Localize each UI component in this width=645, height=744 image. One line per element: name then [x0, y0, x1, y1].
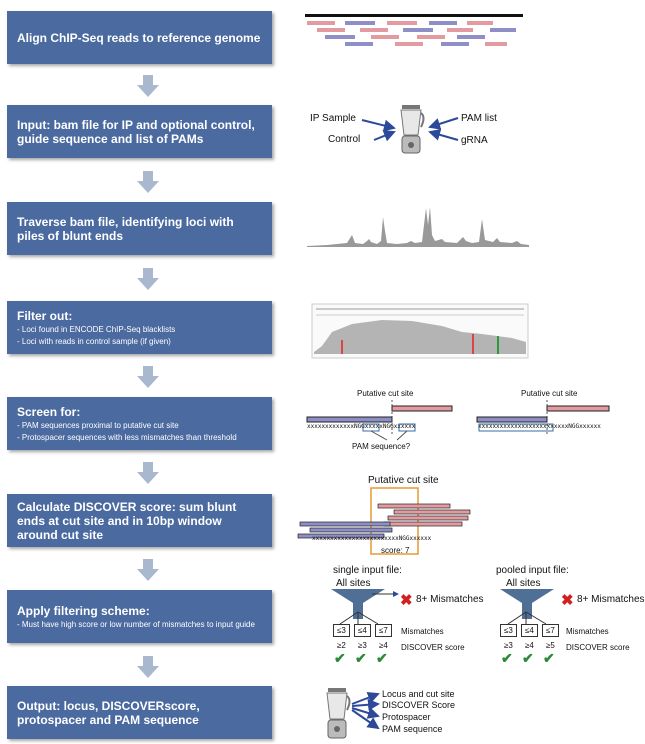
sequence-text: xxxxxxxxxxxxxNGGxxxxxNGGxxxxxx [307, 423, 416, 430]
mismatches-label: Mismatches [566, 627, 609, 636]
output-item: Protospacer [382, 712, 431, 722]
check-icon: ✔ [334, 650, 346, 666]
mismatch-box: ≤3 [500, 624, 517, 637]
step-align: Align ChIP-Seq reads to reference genome [7, 11, 272, 64]
sequence-text: xxxxxxxxxxxxxxxxxxxxxxxxNGGxxxxxx [312, 535, 432, 542]
output-arrows [351, 691, 380, 730]
down-arrow-icon [137, 656, 159, 678]
score-threshold: ≥2 [337, 641, 346, 650]
input-arrows [361, 117, 459, 142]
pooled-input-title: pooled input file: [496, 565, 569, 576]
blender-icon [326, 688, 351, 739]
step-output: Output: locus, DISCOVERscore, protospace… [7, 686, 272, 739]
score-threshold: ≥4 [525, 641, 534, 650]
step-sub-item: - Loci with reads in control sample (if … [17, 336, 171, 346]
step-screen: Screen for: - PAM sequences proximal to … [7, 397, 272, 450]
output-item: DISCOVER Score [382, 700, 456, 710]
pam-sequence-question: PAM sequence? [352, 442, 411, 451]
pam-screen-illustration [306, 400, 610, 441]
control-label: Control [328, 134, 361, 145]
putative-cut-site-label: Putative cut site [368, 475, 439, 486]
down-arrow-icon [137, 462, 159, 484]
step-calculate-score: Calculate DISCOVER score: sum blunt ends… [7, 494, 272, 547]
down-arrow-icon [137, 559, 159, 581]
score-threshold: ≥5 [546, 641, 555, 650]
mismatch-box: ≤4 [521, 624, 538, 637]
step-sub-item: - PAM sequences proximal to putative cut… [17, 420, 179, 430]
step-title: Filter out: [17, 308, 73, 323]
blacklist-track-illustration [311, 303, 529, 359]
step-apply-filtering: Apply filtering scheme: - Must have high… [7, 590, 272, 643]
blender-icon [400, 105, 425, 154]
down-arrow-icon [137, 75, 159, 97]
cross-icon: ✖ [400, 592, 413, 609]
mismatch-box: ≤3 [333, 624, 350, 637]
aligned-reads-illustration [305, 14, 523, 46]
step-title: Apply filtering scheme: [17, 603, 150, 618]
mismatch-box: ≤4 [354, 624, 371, 637]
branch-arrows [507, 611, 547, 625]
grna-label: gRNA [461, 135, 488, 146]
output-item: Locus and cut site [382, 689, 455, 699]
ip-sample-label: IP Sample [310, 113, 356, 124]
step-title: Input: bam file for IP and optional cont… [17, 117, 255, 146]
check-icon: ✔ [376, 650, 388, 666]
score-window-illustration [297, 487, 471, 555]
check-icon: ✔ [355, 650, 367, 666]
blunt-end-peaks-illustration [307, 207, 529, 247]
down-arrow-icon [137, 268, 159, 290]
mismatches-label: Mismatches [401, 627, 444, 636]
cross-icon: ✖ [561, 592, 574, 609]
step-title: Output: locus, DISCOVERscore, protospace… [17, 698, 200, 727]
down-arrow-icon [137, 366, 159, 388]
step-sub-item: - Must have high score or low number of … [17, 619, 255, 629]
step-filter-out: Filter out: - Loci found in ENCODE ChIP-… [7, 301, 272, 354]
step-title: Calculate DISCOVER score: sum blunt ends… [17, 499, 237, 542]
branch-arrows [339, 591, 399, 625]
check-icon: ✔ [543, 650, 555, 666]
all-sites-label: All sites [336, 578, 371, 589]
step-traverse: Traverse bam file, identifying loci with… [7, 202, 272, 255]
score-threshold: ≥3 [358, 641, 367, 650]
pam-list-label: PAM list [461, 113, 497, 124]
step-title: Traverse bam file, identifying loci with… [17, 214, 234, 243]
mismatch-box: ≤7 [375, 624, 392, 637]
output-item: PAM sequence [382, 724, 443, 734]
down-arrow-icon [137, 171, 159, 193]
step-input: Input: bam file for IP and optional cont… [7, 105, 272, 158]
score-value: score: 7 [381, 546, 410, 555]
score-threshold: ≥4 [379, 641, 388, 650]
step-sub-item: - Loci found in ENCODE ChIP-Seq blacklis… [17, 324, 176, 334]
putative-cut-site-label: Putative cut site [521, 389, 578, 398]
discover-score-label: DISCOVER score [401, 643, 465, 652]
step-title: Align ChIP-Seq reads to reference genome [17, 30, 261, 45]
putative-cut-site-label: Putative cut site [357, 389, 414, 398]
step-sub-item: - Protospacer sequences with less mismat… [17, 432, 237, 442]
discover-score-label: DISCOVER score [566, 643, 630, 652]
single-input-title: single input file: [333, 565, 402, 576]
sequence-text: xxxxxxxxxxxxxxxxxxxxxxxxxNGGxxxxxx [478, 423, 601, 430]
excluded-label: 8+ Mismatches [577, 594, 645, 605]
funnel-icon [500, 589, 554, 619]
funnel-icon [331, 589, 385, 619]
score-threshold: ≥3 [504, 641, 513, 650]
all-sites-label: All sites [506, 578, 541, 589]
check-icon: ✔ [501, 650, 513, 666]
excluded-label: 8+ Mismatches [416, 594, 484, 605]
mismatch-box: ≤7 [542, 624, 559, 637]
check-icon: ✔ [522, 650, 534, 666]
step-title: Screen for: [17, 404, 81, 419]
